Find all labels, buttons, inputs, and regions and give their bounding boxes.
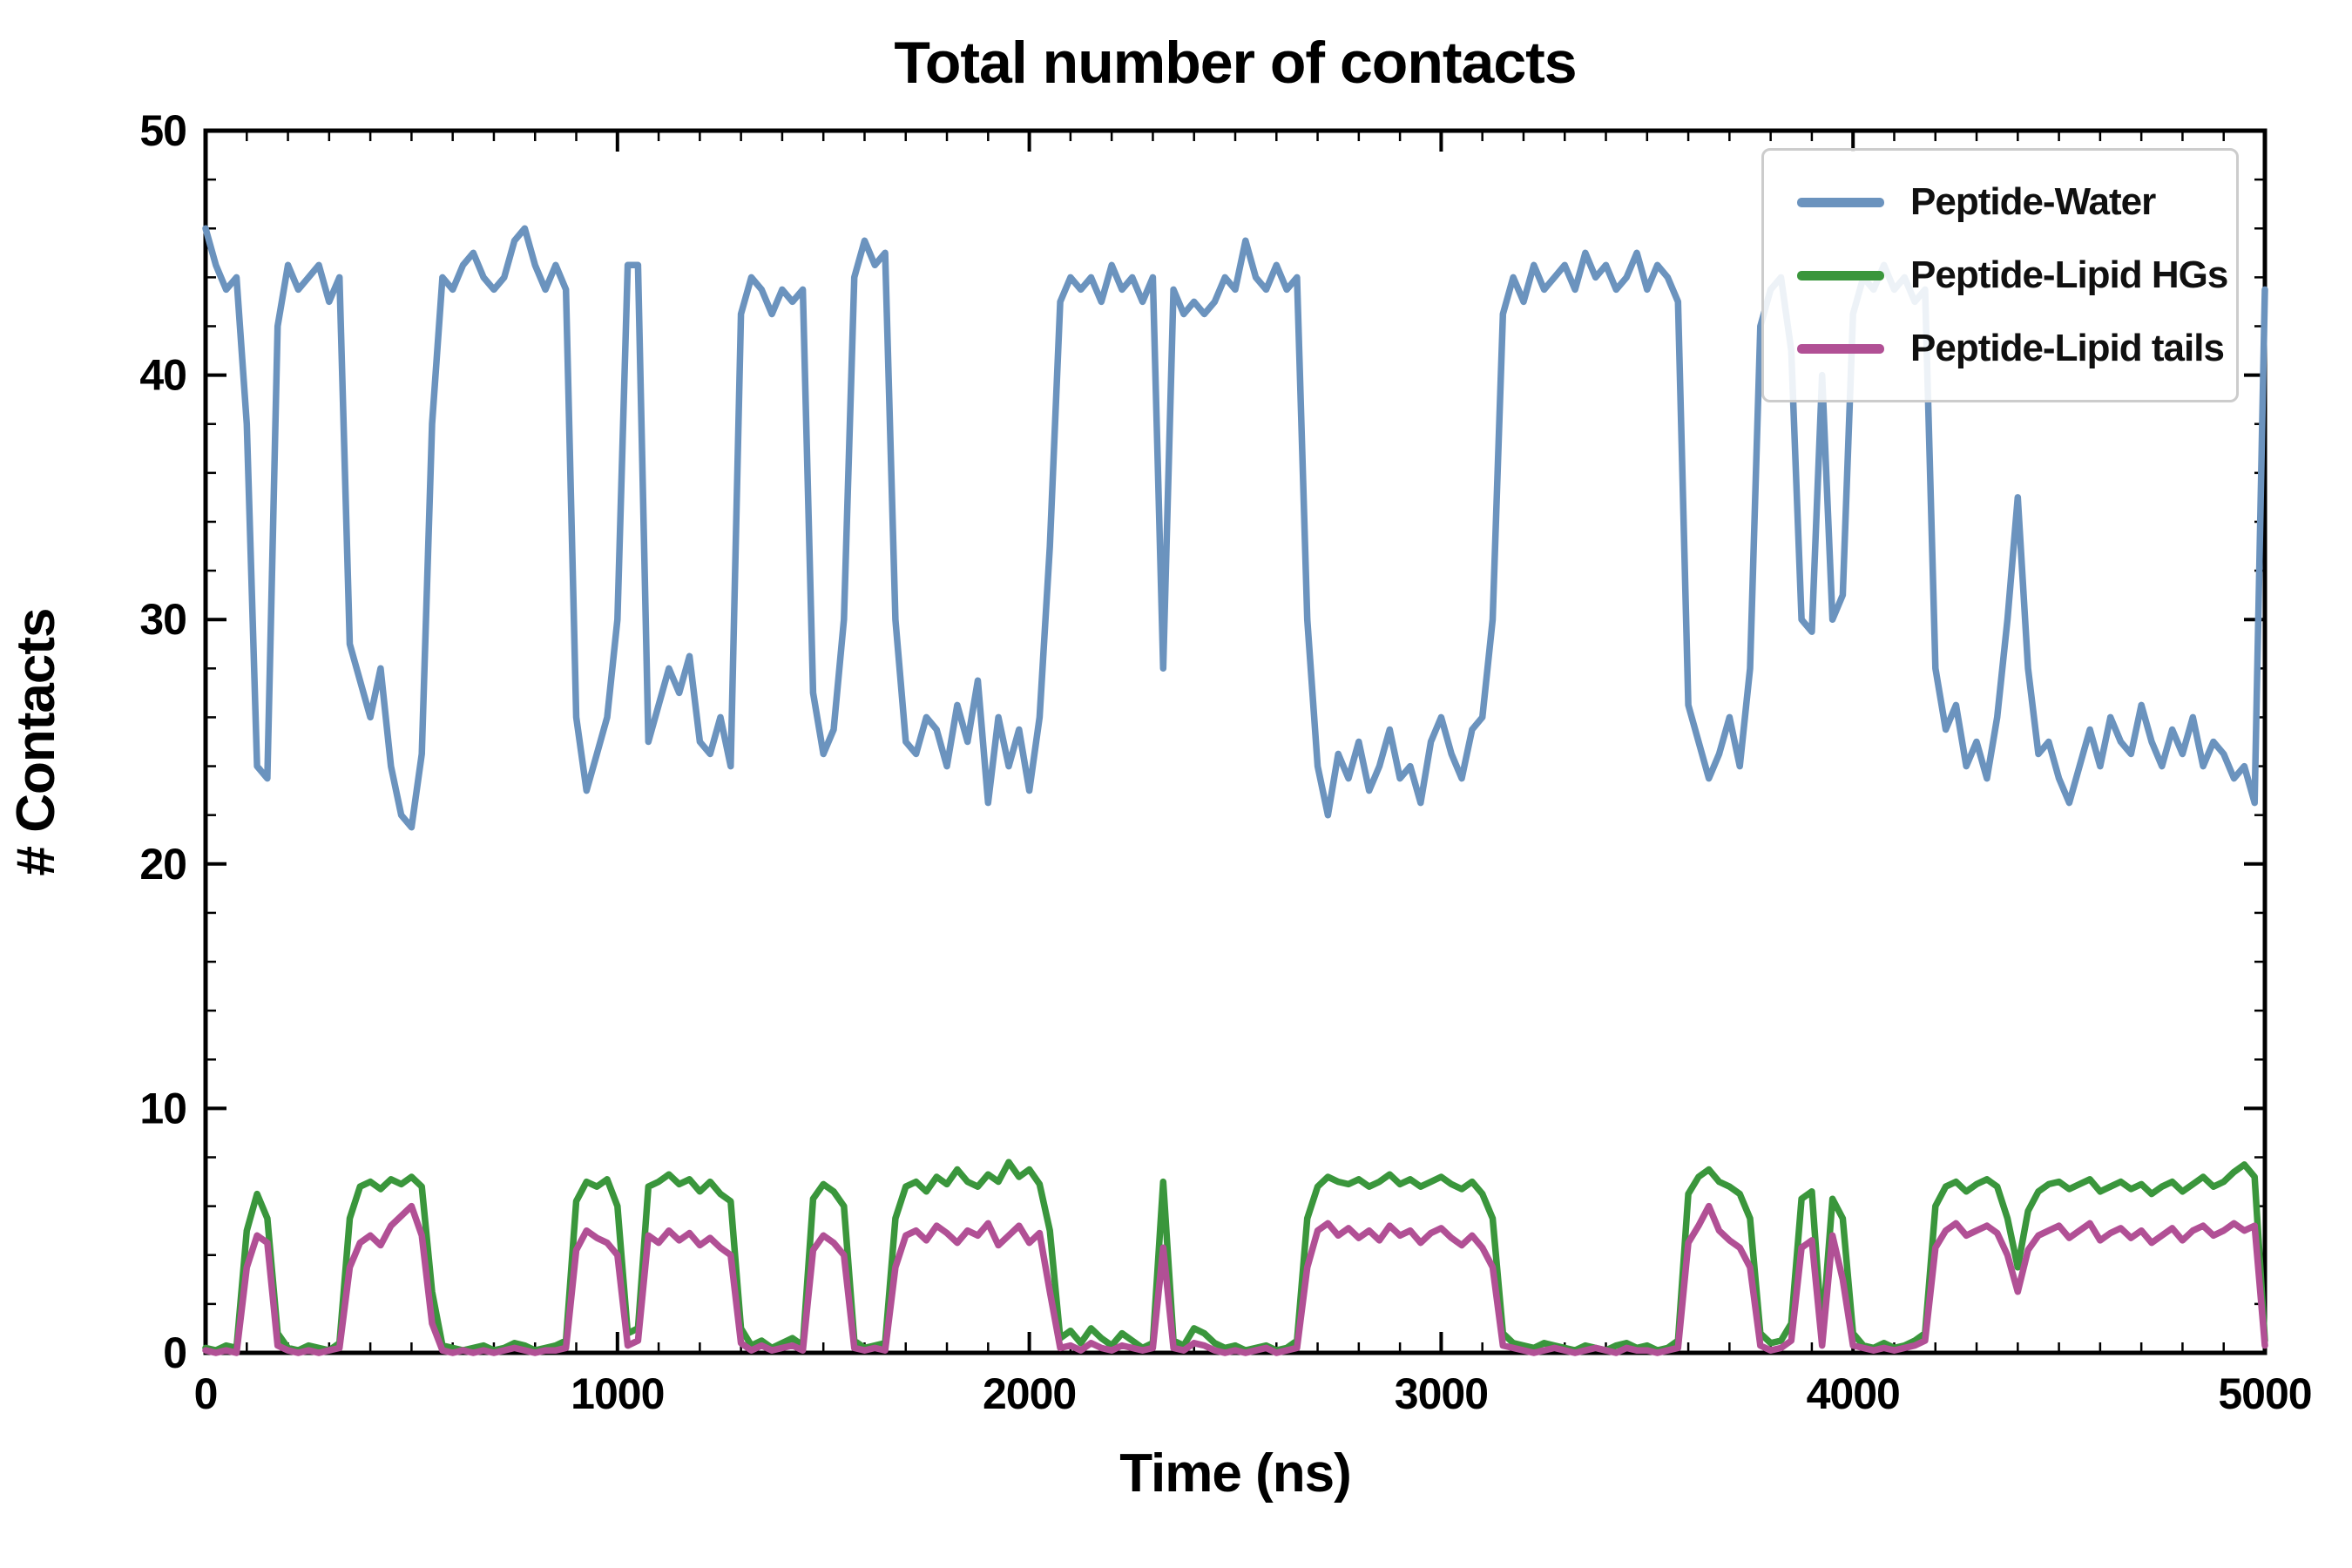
legend-swatch-peptide-water [1797, 197, 1884, 207]
x-tick-label: 1000 [571, 1369, 664, 1418]
legend-swatch-peptide-lipid-tails [1797, 343, 1884, 354]
y-tick-label: 0 [163, 1328, 186, 1377]
chart-title: Total number of contacts [894, 30, 1576, 96]
legend-label-peptide-lipid-hgs: Peptide-Lipid HGs [1910, 253, 2228, 296]
x-tick-label: 4000 [1807, 1369, 1900, 1418]
x-tick-label: 0 [194, 1369, 218, 1418]
y-tick-label: 10 [139, 1084, 186, 1132]
y-tick-label: 30 [139, 595, 186, 644]
legend-label-peptide-lipid-tails: Peptide-Lipid tails [1910, 327, 2225, 369]
y-tick-label: 40 [139, 351, 186, 400]
legend-item-peptide-lipid-hgs: Peptide-Lipid HGs [1797, 253, 2228, 297]
legend-label-peptide-water: Peptide-Water [1910, 180, 2156, 223]
legend-item-peptide-water: Peptide-Water [1797, 180, 2203, 224]
x-axis-label: Time (ns) [1119, 1443, 1350, 1504]
series-line-peptide-lipid-tails [202, 1202, 2268, 1356]
x-tick-label: 5000 [2218, 1369, 2311, 1418]
y-axis-label: # Contacts [6, 609, 66, 876]
y-tick-label: 20 [139, 840, 186, 889]
y-tick-label: 50 [139, 106, 186, 155]
x-tick-label: 2000 [983, 1369, 1076, 1418]
legend-item-peptide-lipid-tails: Peptide-Lipid tails [1797, 327, 2225, 370]
series-line-peptide-lipid-hgs [202, 1159, 2268, 1354]
legend: Peptide-Water Peptide-Lipid HGs Peptide-… [1761, 148, 2239, 402]
x-tick-label: 3000 [1395, 1369, 1488, 1418]
legend-swatch-peptide-lipid-hgs [1797, 270, 1884, 280]
